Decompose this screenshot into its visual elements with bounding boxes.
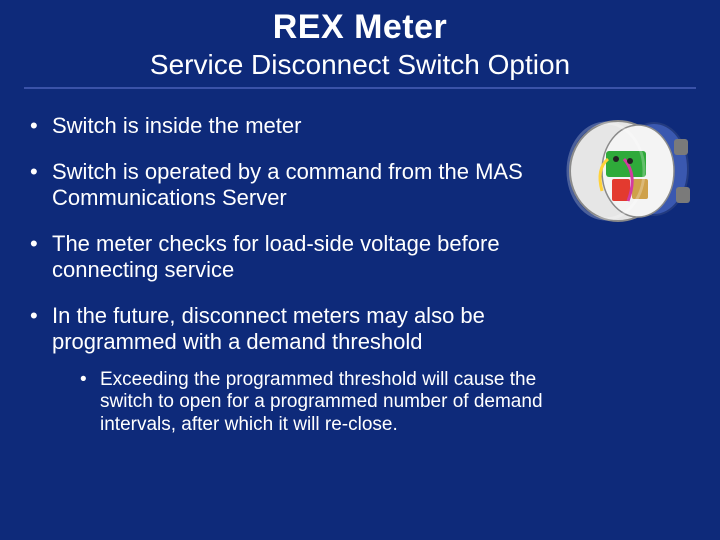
content-row: Switch is inside the meter Switch is ope… xyxy=(24,113,696,456)
bullet-item: Switch is inside the meter xyxy=(30,113,554,139)
bullet-text: The meter checks for load-side voltage b… xyxy=(52,231,500,282)
sub-bullet-item: Exceeding the programmed threshold will … xyxy=(80,369,554,436)
bullet-item: The meter checks for load-side voltage b… xyxy=(30,231,554,283)
bullet-item: Switch is operated by a command from the… xyxy=(30,159,554,211)
bullet-list: Switch is inside the meter Switch is ope… xyxy=(24,113,554,456)
meter-cutaway-icon xyxy=(566,109,696,239)
bullet-item: In the future, disconnect meters may als… xyxy=(30,303,554,436)
slide: REX Meter Service Disconnect Switch Opti… xyxy=(0,0,720,540)
sub-bullet-text: Exceeding the programmed threshold will … xyxy=(100,369,543,435)
bullet-text: Switch is operated by a command from the… xyxy=(52,159,523,210)
title-block: REX Meter Service Disconnect Switch Opti… xyxy=(24,8,696,89)
bullet-text: In the future, disconnect meters may als… xyxy=(52,303,485,354)
main-title: REX Meter xyxy=(24,8,696,47)
sub-bullet-list: Exceeding the programmed threshold will … xyxy=(52,369,554,436)
bullet-text: Switch is inside the meter xyxy=(52,113,301,138)
subtitle: Service Disconnect Switch Option xyxy=(24,49,696,81)
